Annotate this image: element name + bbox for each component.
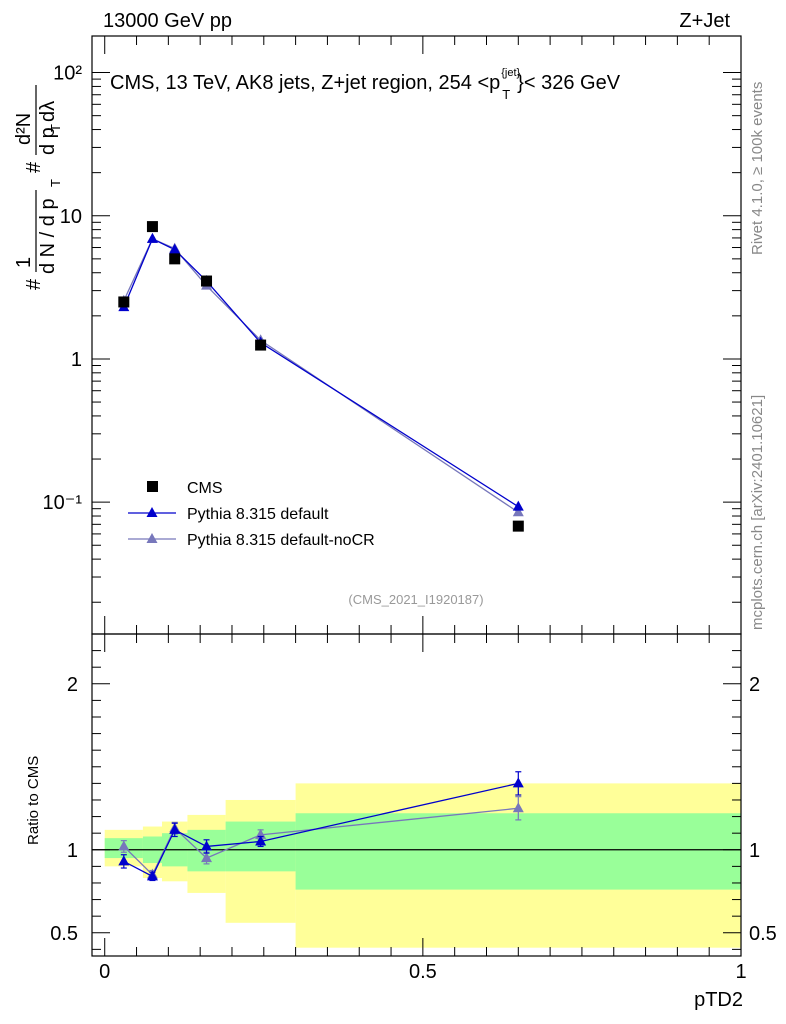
rivet-label: Rivet 4.1.0, ≥ 100k events bbox=[749, 82, 766, 255]
legend-marker-nocr bbox=[146, 533, 158, 543]
ratio-y-axis-label: Ratio to CMS bbox=[25, 756, 42, 845]
ratio-frame-border bbox=[91, 633, 742, 957]
main-y-tick-label: 10 bbox=[60, 206, 82, 228]
legend-marker-cms bbox=[147, 481, 158, 492]
data-point-cms bbox=[118, 296, 130, 308]
ratio-line-nocr bbox=[123, 807, 519, 876]
plot-title: CMS, 13 TeV, AK8 jets, Z+jet region, 254… bbox=[110, 67, 621, 102]
ratio-y-tick-label-right: 0.5 bbox=[749, 923, 777, 945]
ratio-y-tick-label-right: 2 bbox=[749, 674, 760, 696]
main-plot-frame: 10⁻¹ 1 10 10² bbox=[43, 35, 742, 635]
ratio-marker-default bbox=[146, 870, 158, 881]
svg-text:d²N: d²N bbox=[13, 113, 35, 145]
data-point-cms bbox=[201, 275, 213, 287]
svg-text:dλ: dλ bbox=[37, 101, 59, 122]
ratio-y-tick-label: 0.5 bbox=[50, 923, 78, 945]
data-point-cms bbox=[169, 253, 181, 265]
marker-default bbox=[169, 243, 181, 254]
legend: CMS Pythia 8.315 default Pythia 8.315 de… bbox=[128, 480, 375, 549]
legend-marker-default bbox=[146, 507, 158, 517]
ratio-marker-default bbox=[169, 823, 181, 834]
x-tick-label: 0.5 bbox=[409, 961, 437, 983]
ratio-marker-default bbox=[118, 855, 130, 866]
ratio-y-tick-label: 2 bbox=[67, 674, 78, 696]
svg-text:1: 1 bbox=[13, 257, 35, 268]
x-axis-label: pTD2 bbox=[694, 989, 743, 1011]
ratio-marker-nocr bbox=[512, 802, 524, 813]
ratio-y-tick-label-right: 1 bbox=[749, 840, 760, 862]
series-line-nocr bbox=[123, 237, 519, 513]
svg-text:d p: d p bbox=[37, 127, 59, 155]
marker-default bbox=[146, 232, 158, 243]
data-point-cms bbox=[146, 221, 158, 233]
ratio-marker-nocr bbox=[201, 852, 213, 863]
energy-label: 13000 GeV pp bbox=[103, 10, 232, 32]
main-plot-series bbox=[118, 221, 524, 532]
legend-label-default: Pythia 8.315 default bbox=[187, 506, 329, 523]
ratio-uncertainty-bands bbox=[104, 783, 741, 948]
marker-default bbox=[512, 500, 524, 511]
ratio-marker-default bbox=[255, 835, 267, 846]
main-y-tick-label: 10² bbox=[53, 63, 82, 85]
main-y-tick-label: 1 bbox=[71, 349, 82, 371]
ratio-y-tick-label: 1 bbox=[67, 840, 78, 862]
ratio-marker-default bbox=[201, 840, 213, 851]
marker-nocr bbox=[512, 506, 524, 517]
mcplots-label: mcplots.cern.ch [arXiv:2401.10621] bbox=[749, 395, 766, 630]
legend-label-cms: CMS bbox=[187, 480, 223, 497]
x-tick-label: 0 bbox=[99, 961, 110, 983]
main-y-axis-label: # 1 d N / d p T # d²N d p T dλ bbox=[13, 85, 63, 290]
svg-text:T: T bbox=[48, 179, 63, 187]
svg-text:#: # bbox=[23, 278, 45, 290]
data-point-cms bbox=[255, 339, 267, 351]
ratio-marker-nocr bbox=[118, 840, 130, 851]
ratio-line-default bbox=[123, 782, 519, 878]
data-point-cms bbox=[512, 520, 524, 532]
svg-text:d N / d p: d N / d p bbox=[37, 198, 59, 274]
analysis-watermark: (CMS_2021_I1920187) bbox=[348, 592, 483, 607]
x-tick-label: 1 bbox=[735, 961, 746, 983]
ratio-marker-default bbox=[512, 777, 524, 788]
svg-text:#: # bbox=[23, 161, 45, 173]
svg-text:T: T bbox=[48, 124, 63, 132]
series-line-default bbox=[123, 237, 519, 508]
process-label: Z+Jet bbox=[679, 10, 730, 32]
main-y-tick-label: 10⁻¹ bbox=[43, 492, 83, 514]
band-green-5 bbox=[295, 813, 741, 890]
legend-label-nocr: Pythia 8.315 default-noCR bbox=[187, 532, 375, 549]
ratio-plot-frame: 0.5 0.51 12 20 0.5 1 bbox=[50, 633, 777, 983]
ratio-plot-series bbox=[118, 771, 524, 882]
